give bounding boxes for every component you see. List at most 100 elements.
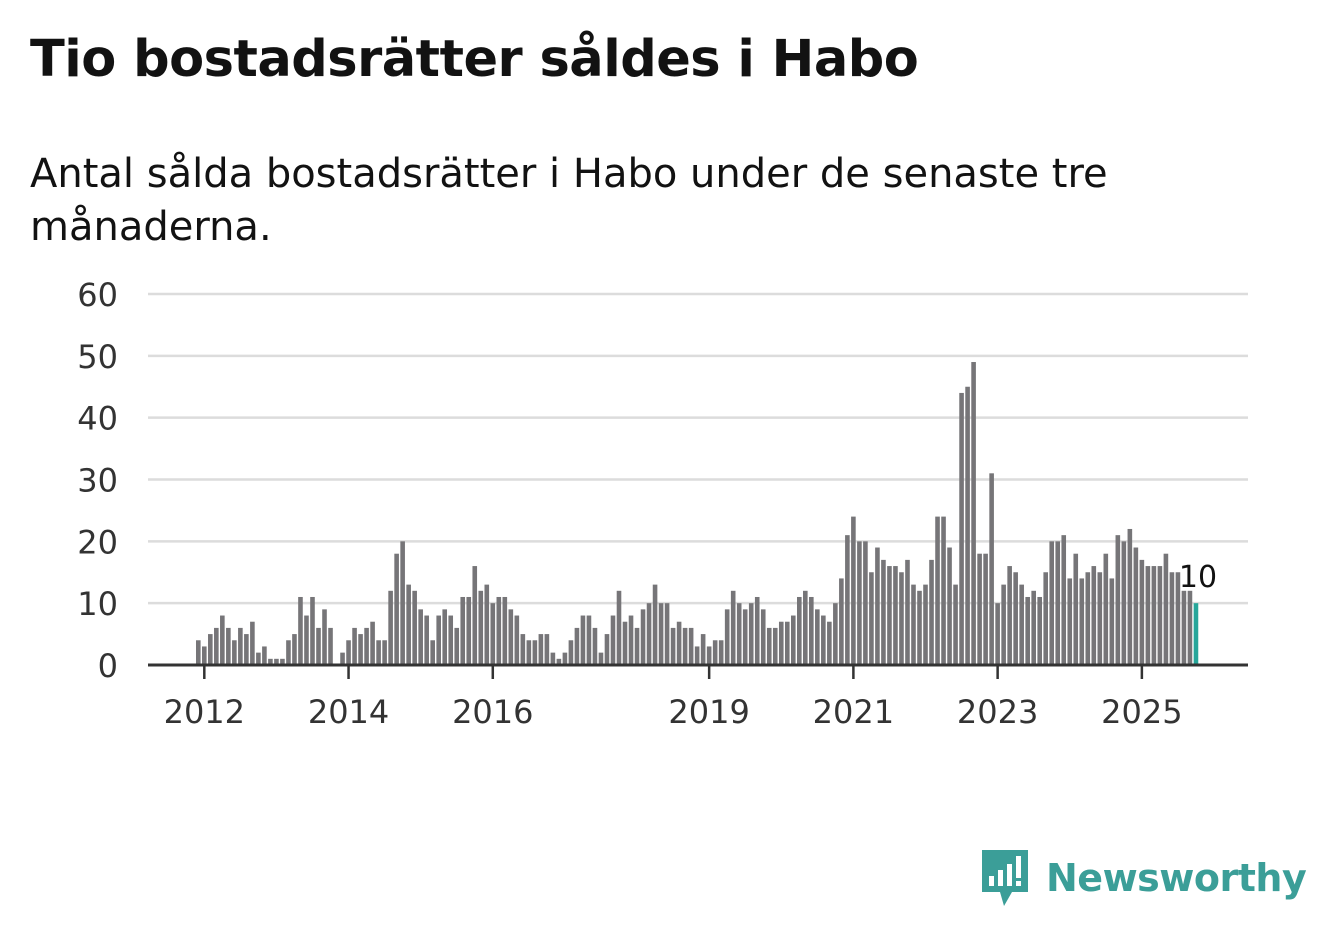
y-tick-label-50: 50 bbox=[77, 338, 118, 376]
bar bbox=[430, 640, 435, 665]
bar bbox=[1133, 547, 1139, 665]
bar bbox=[1043, 572, 1049, 665]
bar bbox=[280, 658, 285, 665]
bar bbox=[610, 615, 616, 665]
bar bbox=[797, 596, 802, 665]
bar bbox=[628, 615, 634, 665]
bar bbox=[1073, 553, 1079, 665]
bar-highlight bbox=[1193, 603, 1199, 665]
bar bbox=[208, 634, 213, 665]
bar bbox=[580, 615, 586, 665]
bar bbox=[700, 634, 706, 665]
bar bbox=[616, 590, 622, 665]
bar bbox=[316, 627, 321, 665]
bar bbox=[520, 634, 526, 665]
brand-logo: Newsworthy bbox=[980, 848, 1307, 908]
bar bbox=[676, 621, 682, 665]
bar bbox=[502, 596, 508, 665]
bar bbox=[1025, 596, 1030, 665]
bar bbox=[244, 634, 249, 665]
bar bbox=[202, 646, 207, 665]
bar bbox=[1055, 541, 1061, 665]
bar bbox=[1037, 596, 1042, 665]
bar bbox=[436, 615, 441, 665]
bar bbox=[766, 627, 772, 665]
bar bbox=[448, 615, 454, 665]
bar bbox=[1145, 566, 1151, 665]
bar bbox=[592, 627, 598, 665]
bar bbox=[376, 640, 381, 665]
bar bbox=[226, 627, 231, 665]
bar bbox=[292, 634, 297, 665]
bar bbox=[496, 596, 502, 665]
highlight-data-label: 10 bbox=[1179, 560, 1217, 595]
y-tick-label-30: 30 bbox=[77, 462, 118, 500]
bar bbox=[406, 584, 411, 665]
chart-title: Tio bostadsrätter såldes i Habo bbox=[30, 30, 919, 89]
bar bbox=[1049, 541, 1055, 665]
bar bbox=[839, 578, 844, 665]
bar bbox=[869, 572, 874, 665]
bar bbox=[977, 553, 982, 665]
bar bbox=[1103, 553, 1109, 665]
bar bbox=[718, 640, 724, 665]
bar bbox=[262, 646, 267, 665]
bar bbox=[983, 553, 988, 665]
bar bbox=[466, 596, 472, 665]
bar bbox=[310, 596, 315, 665]
bar bbox=[821, 615, 826, 665]
bar bbox=[730, 590, 736, 665]
gridlines bbox=[148, 292, 1248, 605]
bar bbox=[574, 627, 580, 665]
bar bbox=[815, 609, 820, 665]
bar bbox=[682, 627, 688, 665]
bar bbox=[959, 392, 964, 665]
bar bbox=[322, 609, 327, 665]
bar bbox=[640, 609, 646, 665]
bar bbox=[562, 652, 568, 665]
bar bbox=[1187, 590, 1193, 665]
bar bbox=[1079, 578, 1085, 665]
bar bbox=[478, 590, 484, 665]
bar bbox=[634, 627, 640, 665]
bar bbox=[724, 609, 730, 665]
bar bbox=[604, 634, 610, 665]
bar bbox=[214, 627, 219, 665]
bar bbox=[652, 584, 658, 665]
brand-name: Newsworthy bbox=[1046, 856, 1307, 900]
bar bbox=[358, 634, 363, 665]
bar bbox=[857, 541, 862, 665]
bar bbox=[827, 621, 832, 665]
bar bbox=[790, 615, 796, 665]
y-tick-label-20: 20 bbox=[77, 523, 118, 561]
bar bbox=[881, 559, 886, 665]
bar bbox=[929, 559, 934, 665]
bar bbox=[1061, 535, 1067, 665]
bar bbox=[875, 547, 880, 665]
bar bbox=[1121, 541, 1127, 665]
bar bbox=[256, 652, 261, 665]
bar bbox=[1067, 578, 1073, 665]
bar bbox=[418, 609, 423, 665]
bar bbox=[304, 615, 309, 665]
bar bbox=[382, 640, 387, 665]
bar bbox=[1157, 566, 1163, 665]
bar bbox=[935, 516, 940, 665]
bar bbox=[394, 553, 399, 665]
bar bbox=[947, 547, 952, 665]
x-tick-label-2021: 2021 bbox=[813, 693, 894, 731]
y-tick-label-60: 60 bbox=[77, 276, 118, 314]
bar bbox=[220, 615, 225, 665]
bar bbox=[1007, 566, 1012, 665]
bar bbox=[352, 627, 357, 665]
bar bbox=[1115, 535, 1121, 665]
bar bbox=[646, 603, 652, 665]
bar bbox=[1139, 559, 1145, 665]
y-tick-label-0: 0 bbox=[98, 647, 118, 685]
x-tick-label-2023: 2023 bbox=[957, 693, 1038, 731]
bar bbox=[340, 652, 345, 665]
x-tick-label-2025: 2025 bbox=[1101, 693, 1182, 731]
newsworthy-logo-icon bbox=[982, 850, 1028, 906]
bar bbox=[370, 621, 375, 665]
bar bbox=[1019, 584, 1024, 665]
